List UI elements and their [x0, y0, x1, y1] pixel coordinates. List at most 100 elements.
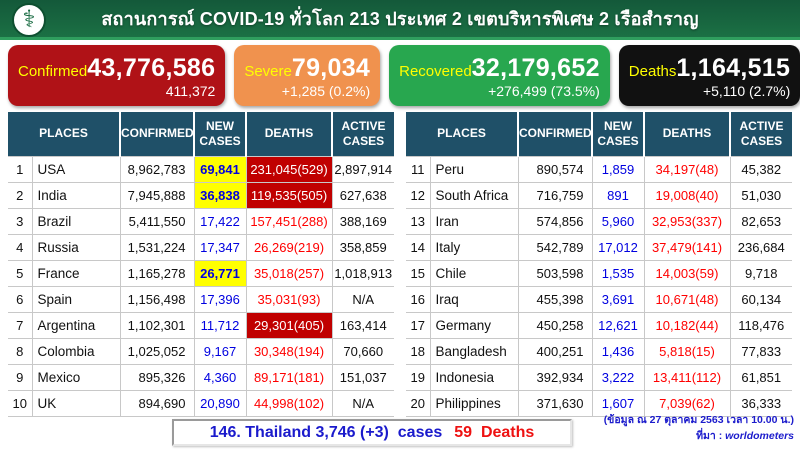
cell-active-cases: 60,134	[729, 285, 792, 313]
table-row: 14 Italy 542,789 17,012 37,479(141) 236,684	[406, 233, 792, 261]
cell-active-cases: N/A	[331, 389, 394, 417]
cell-rank: 7	[8, 311, 33, 339]
cell-rank: 6	[8, 285, 33, 313]
cell-active-cases: 61,851	[729, 363, 792, 391]
cell-confirmed: 371,630	[517, 389, 593, 417]
countries-table-left: PLACES CONFIRMED NEW CASES DEATHS ACTIVE…	[8, 112, 394, 417]
cell-new-cases: 9,167	[193, 337, 247, 365]
cell-place: Spain	[31, 285, 121, 313]
recovered-card: Recovered 32,179,652 +276,499 (73.5%)	[389, 45, 610, 106]
card-row: Deaths 1,164,515	[629, 54, 790, 83]
cell-rank: 17	[406, 311, 431, 339]
cell-deaths: 10,182(44)	[643, 311, 731, 339]
cell-new-cases: 17,396	[193, 285, 247, 313]
cell-new-cases: 891	[591, 181, 645, 209]
cell-confirmed: 5,411,550	[119, 207, 195, 235]
col-header-confirmed: CONFIRMED	[120, 112, 195, 156]
cell-rank: 8	[8, 337, 33, 365]
thailand-status-box: 146. Thailand 3,746 (+3) cases 59 Deaths	[172, 419, 572, 446]
cell-place: Iraq	[429, 285, 519, 313]
cell-active-cases: 151,037	[331, 363, 394, 391]
cell-confirmed: 392,934	[517, 363, 593, 391]
cell-deaths: 32,953(337)	[643, 207, 731, 235]
cell-place: Indonesia	[429, 363, 519, 391]
cell-rank: 5	[8, 259, 33, 287]
col-header-new-cases: NEW CASES	[194, 112, 247, 156]
cell-confirmed: 1,102,301	[119, 311, 195, 339]
cell-place: Iran	[429, 207, 519, 235]
cell-active-cases: 118,476	[729, 311, 792, 339]
cell-confirmed: 894,690	[119, 389, 195, 417]
severe-card: Severe 79,034 +1,285 (0.2%)	[234, 45, 381, 106]
col-header-deaths: DEATHS	[644, 112, 731, 156]
cell-rank: 10	[8, 389, 33, 417]
cell-rank: 18	[406, 337, 431, 365]
cell-new-cases: 36,838	[193, 181, 247, 209]
cell-place: Bangladesh	[429, 337, 519, 365]
cell-place: Philippines	[429, 389, 519, 417]
caduceus-icon: ⚕	[22, 6, 36, 33]
cell-rank: 2	[8, 181, 33, 209]
cell-new-cases: 3,691	[591, 285, 645, 313]
cell-deaths: 231,045(529)	[245, 155, 333, 183]
thailand-cases-text: 146. Thailand 3,746 (+3) cases	[209, 423, 443, 441]
cell-confirmed: 542,789	[517, 233, 593, 261]
table-row: 7 Argentina 1,102,301 11,712 29,301(405) 163,…	[8, 311, 394, 339]
col-header-places: PLACES	[8, 112, 121, 156]
confirmed-new: 411,372	[165, 82, 216, 99]
table-row: 16 Iraq 455,398 3,691 10,671(48) 60,134	[406, 285, 792, 313]
confirmed-card: Confirmed 43,776,586 411,372	[8, 45, 226, 106]
cell-confirmed: 574,856	[517, 207, 593, 235]
cell-confirmed: 455,398	[517, 285, 593, 313]
cell-deaths: 157,451(288)	[245, 207, 333, 235]
cell-active-cases: 236,684	[729, 233, 792, 261]
table-row: 4 Russia 1,531,224 17,347 26,269(219) 358,859	[8, 233, 394, 261]
severe-label: Severe	[244, 62, 292, 80]
table-row: 2 India 7,945,888 36,838 119,535(505) 627,638	[8, 181, 394, 209]
country-tables: PLACES CONFIRMED NEW CASES DEATHS ACTIVE…	[8, 112, 792, 417]
cell-place: Italy	[429, 233, 519, 261]
cell-new-cases: 12,621	[591, 311, 645, 339]
cell-place: UK	[31, 389, 121, 417]
source-label: ที่มา :	[696, 430, 726, 443]
recovered-new: +276,499 (73.5%)	[488, 82, 600, 99]
cell-confirmed: 1,156,498	[119, 285, 195, 313]
col-header-confirmed: CONFIRMED	[518, 112, 593, 156]
cell-active-cases: 9,718	[729, 259, 792, 287]
cell-active-cases: 627,638	[331, 181, 394, 209]
cell-place: USA	[31, 155, 121, 183]
data-credit: (ข้อมูล ณ 27 ตุลาคม 2563 เวลา 10.00 น.) …	[604, 412, 794, 445]
ministry-of-public-health-logo: ⚕	[12, 3, 46, 37]
cell-deaths: 30,348(194)	[245, 337, 333, 365]
cell-active-cases: 163,414	[331, 311, 394, 339]
cell-new-cases: 20,890	[193, 389, 247, 417]
table-row: 5 France 1,165,278 26,771 35,018(257) 1,018,9…	[8, 259, 394, 287]
recovered-label: Recovered	[399, 62, 472, 80]
cell-confirmed: 890,574	[517, 155, 593, 183]
cell-confirmed: 400,251	[517, 337, 593, 365]
cell-place: Germany	[429, 311, 519, 339]
cell-rank: 11	[406, 155, 431, 183]
cell-rank: 3	[8, 207, 33, 235]
deaths-label: Deaths	[628, 62, 677, 80]
cell-new-cases: 4,360	[193, 363, 247, 391]
cell-deaths: 7,039(62)	[643, 389, 731, 417]
thailand-deaths-text: 59 Deaths	[454, 423, 535, 441]
cell-deaths: 5,818(15)	[643, 337, 731, 365]
cell-place: France	[31, 259, 121, 287]
card-row: Confirmed 43,776,586	[18, 54, 215, 83]
card-row: Recovered 32,179,652	[399, 54, 600, 83]
cell-confirmed: 716,759	[517, 181, 593, 209]
cell-rank: 12	[406, 181, 431, 209]
cell-place: Chile	[429, 259, 519, 287]
deaths-new: +5,110 (2.7%)	[702, 82, 791, 99]
severe-new: +1,285 (0.2%)	[281, 82, 371, 99]
cell-new-cases: 11,712	[193, 311, 247, 339]
cell-confirmed: 1,531,224	[119, 233, 195, 261]
cell-active-cases: 36,333	[729, 389, 792, 417]
deaths-card: Deaths 1,164,515 +5,110 (2.7%)	[618, 45, 800, 106]
confirmed-total: 43,776,586	[87, 53, 216, 82]
table-row: 15 Chile 503,598 1,535 14,003(59) 9,718	[406, 259, 792, 287]
card-row: Severe 79,034	[244, 54, 370, 83]
cell-active-cases: N/A	[331, 285, 394, 313]
